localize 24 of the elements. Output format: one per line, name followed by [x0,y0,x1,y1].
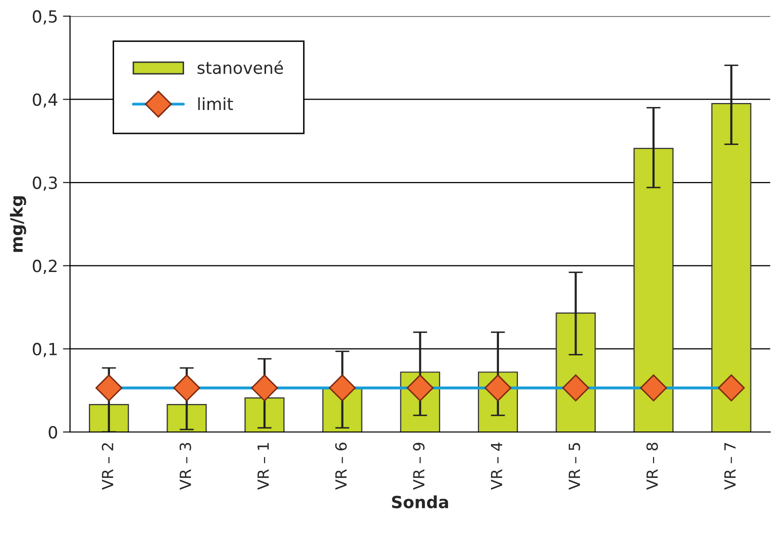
x-tick-label: VR – 2 [102,443,114,490]
y-tick-label: 0,5 [32,10,57,24]
x-tick-label: VR – 3 [180,442,192,490]
bar [634,148,674,432]
legend-label: limit [198,97,233,110]
x-tick-label: VR – 9 [412,442,425,490]
y-tick-label: 0,3 [32,176,57,191]
bar [166,404,207,432]
x-tick-label: VR – 5 [568,443,580,490]
x-tick-label: VR – 6 [335,442,347,490]
y-axis-title: mg/kg [10,196,26,252]
x-tick-label: VR – 7 [724,443,736,490]
y-tick-label: 0,4 [32,93,58,108]
y-tick-label: 0,2 [32,260,57,274]
y-tick-label: 0 [48,426,58,439]
x-tick-label: VR – 8 [646,442,658,490]
y-tick-label: 0,1 [32,342,57,358]
x-axis-title: Sonda [392,495,448,508]
legend-label: stanovené [198,60,283,74]
bar [711,102,752,432]
bar [88,404,129,432]
x-tick-label: VR – 1 [258,443,269,490]
bar [244,397,285,432]
x-tick-label: VR – 4 [490,442,502,490]
